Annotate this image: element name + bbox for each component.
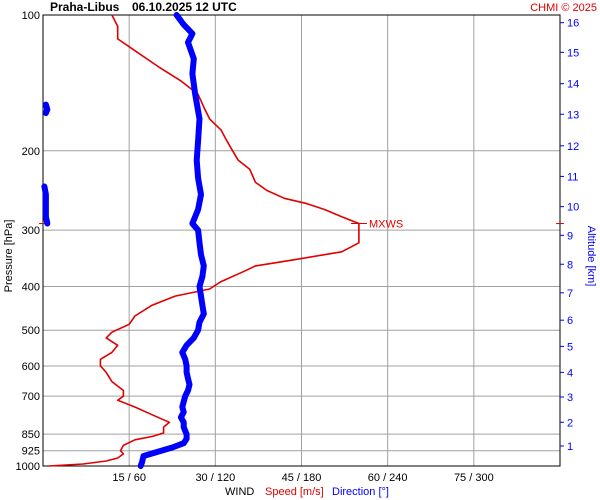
chart-axes <box>39 14 564 467</box>
altitude-tick-label-7: 7 <box>567 288 573 300</box>
wind-tick-label-30: 30 / 120 <box>195 472 235 484</box>
altitude-tick-label-15: 15 <box>567 47 579 59</box>
direction-wrapped-segment-1 <box>41 183 51 227</box>
pressure-tick-label-200: 200 <box>22 146 40 158</box>
altitude-tick-label-1: 1 <box>567 441 573 453</box>
altitude-tick-label-3: 3 <box>567 392 573 404</box>
altitude-tick-label-16: 16 <box>567 18 579 30</box>
pressure-tick-label-600: 600 <box>22 361 40 373</box>
altitude-tick-label-8: 8 <box>567 259 573 271</box>
wind-tick-label-60: 60 / 240 <box>368 472 408 484</box>
wind-tick-label-15: 15 / 60 <box>112 472 146 484</box>
station-title: Praha-Libus <box>50 0 120 14</box>
mxws-annotation-label: MXWS <box>369 219 403 231</box>
pressure-tick-label-850: 850 <box>22 429 40 441</box>
plot-frame <box>42 14 561 467</box>
datetime-title: 06.10.2025 12 UTC <box>132 0 237 14</box>
altitude-tick-label-13: 13 <box>567 109 579 121</box>
pressure-tick-label-300: 300 <box>22 225 40 237</box>
altitude-tick-label-11: 11 <box>567 171 578 183</box>
pressure-tick-label-925: 925 <box>22 446 40 458</box>
altitude-tick-label-12: 12 <box>567 141 579 153</box>
pressure-tick-label-500: 500 <box>22 325 40 337</box>
chart-gridlines <box>43 15 560 466</box>
altitude-tick-label-5: 5 <box>567 341 573 353</box>
altitude-tick-label-4: 4 <box>567 367 573 379</box>
wind-tick-label-75: 75 / 300 <box>454 472 494 484</box>
altitude-tick-label-10: 10 <box>567 202 579 214</box>
y-axis-right-label: Altitude [km] <box>585 226 597 287</box>
y-axis-left-label: Pressure [hPa] <box>3 220 15 293</box>
altitude-tick-label-2: 2 <box>567 417 573 429</box>
direction-wrapped-segment-0 <box>42 101 51 117</box>
x-axis-direction-label: Direction [°] <box>332 486 389 498</box>
x-axis-speed-label: Speed [m/s] <box>265 486 324 498</box>
altitude-tick-label-6: 6 <box>567 315 573 327</box>
x-axis-wind-label: WIND <box>225 486 254 498</box>
pressure-tick-label-1000: 1000 <box>16 461 40 473</box>
speed-series-line <box>48 14 360 467</box>
direction-series-line <box>137 12 207 469</box>
pressure-tick-label-100: 100 <box>22 10 40 22</box>
altitude-tick-label-9: 9 <box>567 230 573 242</box>
pressure-tick-label-400: 400 <box>22 282 40 294</box>
chart-series <box>41 12 360 469</box>
altitude-tick-label-14: 14 <box>567 79 579 91</box>
pressure-tick-label-700: 700 <box>22 391 40 403</box>
chmi-credit: CHMI © 2025 <box>530 2 597 14</box>
wind-tick-label-45: 45 / 180 <box>282 472 322 484</box>
